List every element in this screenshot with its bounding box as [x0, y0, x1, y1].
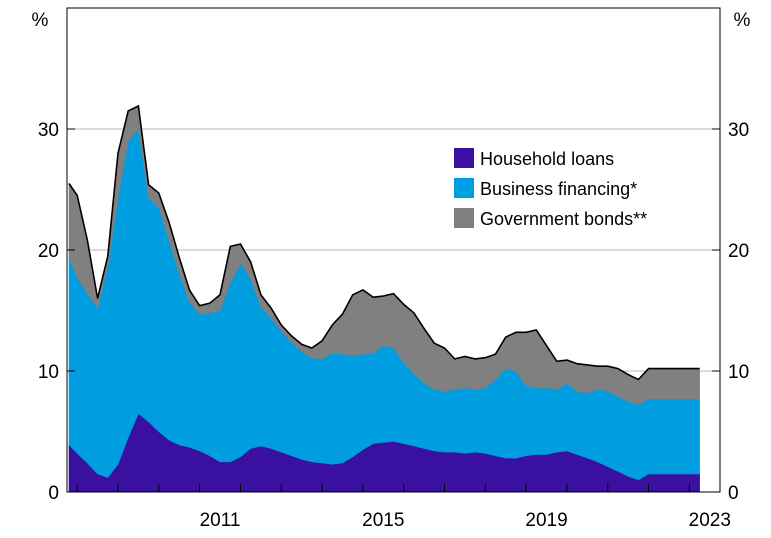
- x-axis: 2011 2015 2019 2023: [76, 484, 731, 531]
- x-tick-label: 2023: [689, 510, 731, 531]
- y-tick-label-right: 10: [728, 362, 749, 383]
- y-unit-right: %: [734, 10, 751, 31]
- y-tick-label-left: 30: [38, 120, 59, 141]
- y-axis-left: 0 10 20 30: [38, 120, 75, 504]
- total-line: [68, 104, 700, 381]
- x-tick-label: 2015: [362, 510, 404, 531]
- y-tick-label-left: 20: [38, 241, 59, 262]
- x-tick-label: 2011: [200, 510, 241, 531]
- x-tick-label: 2019: [525, 510, 567, 531]
- y-tick-label-left: 10: [38, 362, 59, 383]
- legend-label: Government bonds**: [480, 209, 647, 229]
- legend-swatch: [454, 178, 474, 198]
- y-tick-label-right: 0: [728, 483, 739, 504]
- y-unit-left: %: [32, 10, 49, 31]
- y-axis-right: 0 10 20 30: [712, 120, 749, 504]
- legend-swatch: [454, 208, 474, 228]
- y-tick-label-right: 20: [728, 241, 749, 262]
- legend-swatch: [454, 148, 474, 168]
- legend-label: Household loans: [480, 149, 614, 169]
- legend: Household loans Business financing* Govern…: [454, 148, 647, 229]
- y-tick-label-right: 30: [728, 120, 749, 141]
- y-tick-label-left: 0: [48, 483, 59, 504]
- legend-label: Business financing*: [480, 179, 637, 199]
